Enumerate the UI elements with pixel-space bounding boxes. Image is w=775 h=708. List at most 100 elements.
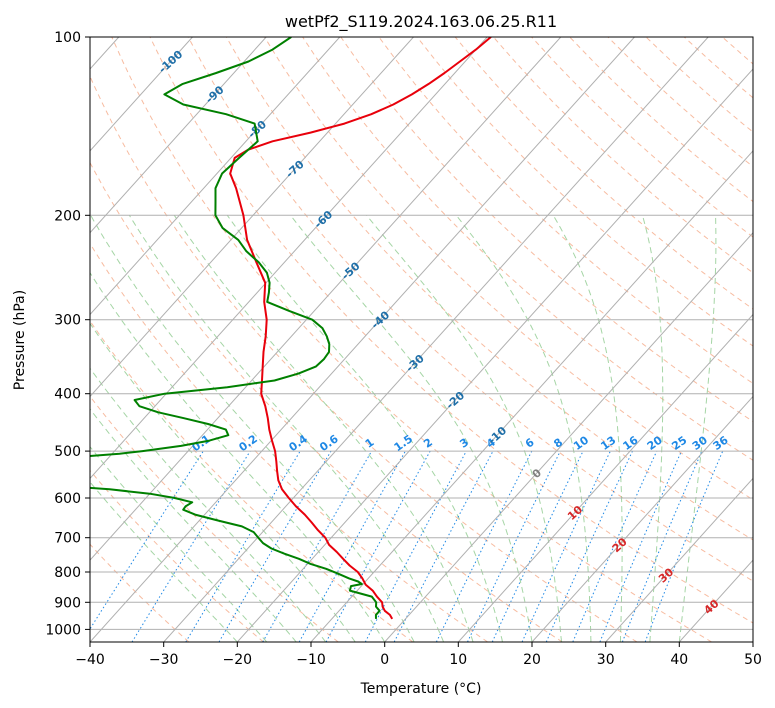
- dry-adiabat-line: [302, 37, 753, 461]
- dry-adiabat-line: [90, 395, 339, 642]
- moist-adiabat-line: [90, 445, 268, 642]
- y-tick-label: 1000: [45, 622, 81, 638]
- mixing-ratio-label: 25: [669, 434, 689, 453]
- y-tick-label: 400: [54, 387, 81, 403]
- moist-adiabat-line: [290, 214, 533, 642]
- y-tick-label: 900: [54, 595, 81, 611]
- y-axis: 100 200 300 400 500 600 700 800 900 1000: [45, 30, 90, 638]
- x-tick-label: 10: [449, 652, 467, 668]
- dry-adiabat-line: [90, 469, 264, 642]
- moist-adiabat-line: [226, 215, 503, 642]
- dry-adiabat-line: [90, 543, 190, 642]
- y-tick-label: 100: [54, 30, 81, 46]
- dry-adiabat-line: [683, 37, 753, 99]
- y-tick-label: 600: [54, 491, 81, 507]
- x-tick-label: −40: [75, 652, 105, 668]
- moist-adiabat-line: [366, 214, 562, 642]
- dry-adiabat-line: [416, 37, 753, 347]
- x-tick-label: 0: [380, 652, 389, 668]
- mixing-ratio-label: 2: [421, 436, 435, 451]
- grid: [90, 36, 753, 630]
- x-axis: −40 −30 −20 −10 0 10 20 30 40 50: [75, 642, 762, 668]
- isotherm-line: [310, 150, 753, 642]
- y-tick-label: 500: [54, 444, 81, 460]
- y-axis-title: Pressure (hPa): [12, 290, 28, 390]
- dewpoint-profile-line: [90, 37, 381, 619]
- y-tick-label: 200: [54, 208, 81, 224]
- moist-adiabat-line: [678, 215, 717, 642]
- isotherm-line: [384, 232, 753, 642]
- mixing-ratio-line: [621, 450, 703, 642]
- moist-adiabat-line: [552, 215, 623, 642]
- mixing-ratio-label: 10: [571, 433, 591, 453]
- moist-adiabat-line: [90, 215, 415, 642]
- dry-adiabat-line: [149, 37, 753, 624]
- dry-adiabat-line: [607, 37, 753, 168]
- moist-adiabat-line: [90, 271, 386, 642]
- moist-adiabat-line: [173, 215, 474, 642]
- mixing-ratio-line: [90, 450, 204, 630]
- isotherm-line: [90, 37, 562, 561]
- mixing-ratio-label: 36: [711, 433, 731, 453]
- x-tick-label: 40: [670, 652, 688, 668]
- mixing-ratio-line: [131, 450, 251, 642]
- dry-adiabat-line: [90, 242, 488, 642]
- dry-adiabat-line: [187, 37, 753, 582]
- isotherm-line: [90, 37, 341, 316]
- dry-adiabat-line: [761, 37, 775, 642]
- isotherm-line: [90, 37, 414, 398]
- background-lines: [90, 37, 775, 642]
- isotherm-line: [605, 477, 753, 642]
- mixing-ratio-label: 13: [598, 434, 618, 453]
- x-axis-title: Temperature (°C): [360, 681, 482, 697]
- isotherm-labels: 0.1 0.2 0.4 0.6 1 1.5 2 3 4 6 8 10 13 16 20 25 30 36-100-…: [156, 48, 731, 617]
- dry-adiabat-line: [378, 37, 753, 385]
- isotherm-line: [90, 37, 267, 234]
- moist-adiabat-line: [128, 215, 445, 642]
- dry-adiabat-line: [90, 320, 414, 642]
- mixing-ratio-line: [572, 450, 658, 642]
- dry-adiabat-line: [264, 37, 753, 501]
- dry-adiabat-line: [531, 37, 753, 238]
- isotherm-line: [678, 559, 753, 642]
- y-tick-label: 300: [54, 313, 81, 329]
- temperature-profile-line: [229, 37, 492, 620]
- isotherm-line: [531, 395, 753, 642]
- isotherm-label: -100: [156, 48, 185, 76]
- x-tick-label: 20: [523, 652, 541, 668]
- x-tick-label: 50: [744, 652, 762, 668]
- isotherm-line: [752, 641, 753, 642]
- mixing-ratio-line: [644, 450, 724, 642]
- profiles: [90, 37, 492, 620]
- isotherm-line: [457, 313, 753, 642]
- x-tick-label: 30: [597, 652, 615, 668]
- mixing-ratio-line: [599, 450, 682, 642]
- plot-frame: [89, 36, 754, 643]
- mixing-ratio-label: 16: [620, 433, 640, 453]
- mixing-ratio-line: [298, 450, 406, 642]
- mixing-ratio-line: [325, 450, 431, 642]
- mixing-ratio-line: [435, 450, 533, 642]
- mixing-ratio-line: [364, 450, 467, 642]
- x-tick-label: −20: [223, 652, 253, 668]
- mixing-ratio-label: 6: [523, 436, 537, 451]
- dry-adiabat-line: [90, 75, 638, 642]
- moist-adiabat-line: [90, 481, 238, 642]
- moist-adiabat-line: [90, 322, 356, 642]
- dry-adiabat-line: [645, 37, 753, 133]
- chart-title: wetPf2_S119.2024.163.06.25.R11: [285, 12, 557, 32]
- isotherm-line: [90, 37, 635, 642]
- y-tick-label: 700: [54, 531, 81, 547]
- dry-adiabat-line: [225, 37, 753, 541]
- mixing-ratio-line: [545, 450, 633, 642]
- mixing-ratio-label: 30: [690, 433, 710, 453]
- x-tick-label: −10: [296, 652, 326, 668]
- moist-adiabat-line: [90, 408, 297, 642]
- y-tick-label: 800: [54, 565, 81, 581]
- x-tick-label: −30: [149, 652, 179, 668]
- mixing-ratio-line: [185, 450, 301, 642]
- dry-adiabat-line: [90, 161, 563, 642]
- mixing-ratio-label: 3: [457, 436, 471, 451]
- isotherm-line: [163, 37, 709, 642]
- mixing-ratio-label: 1: [363, 436, 377, 451]
